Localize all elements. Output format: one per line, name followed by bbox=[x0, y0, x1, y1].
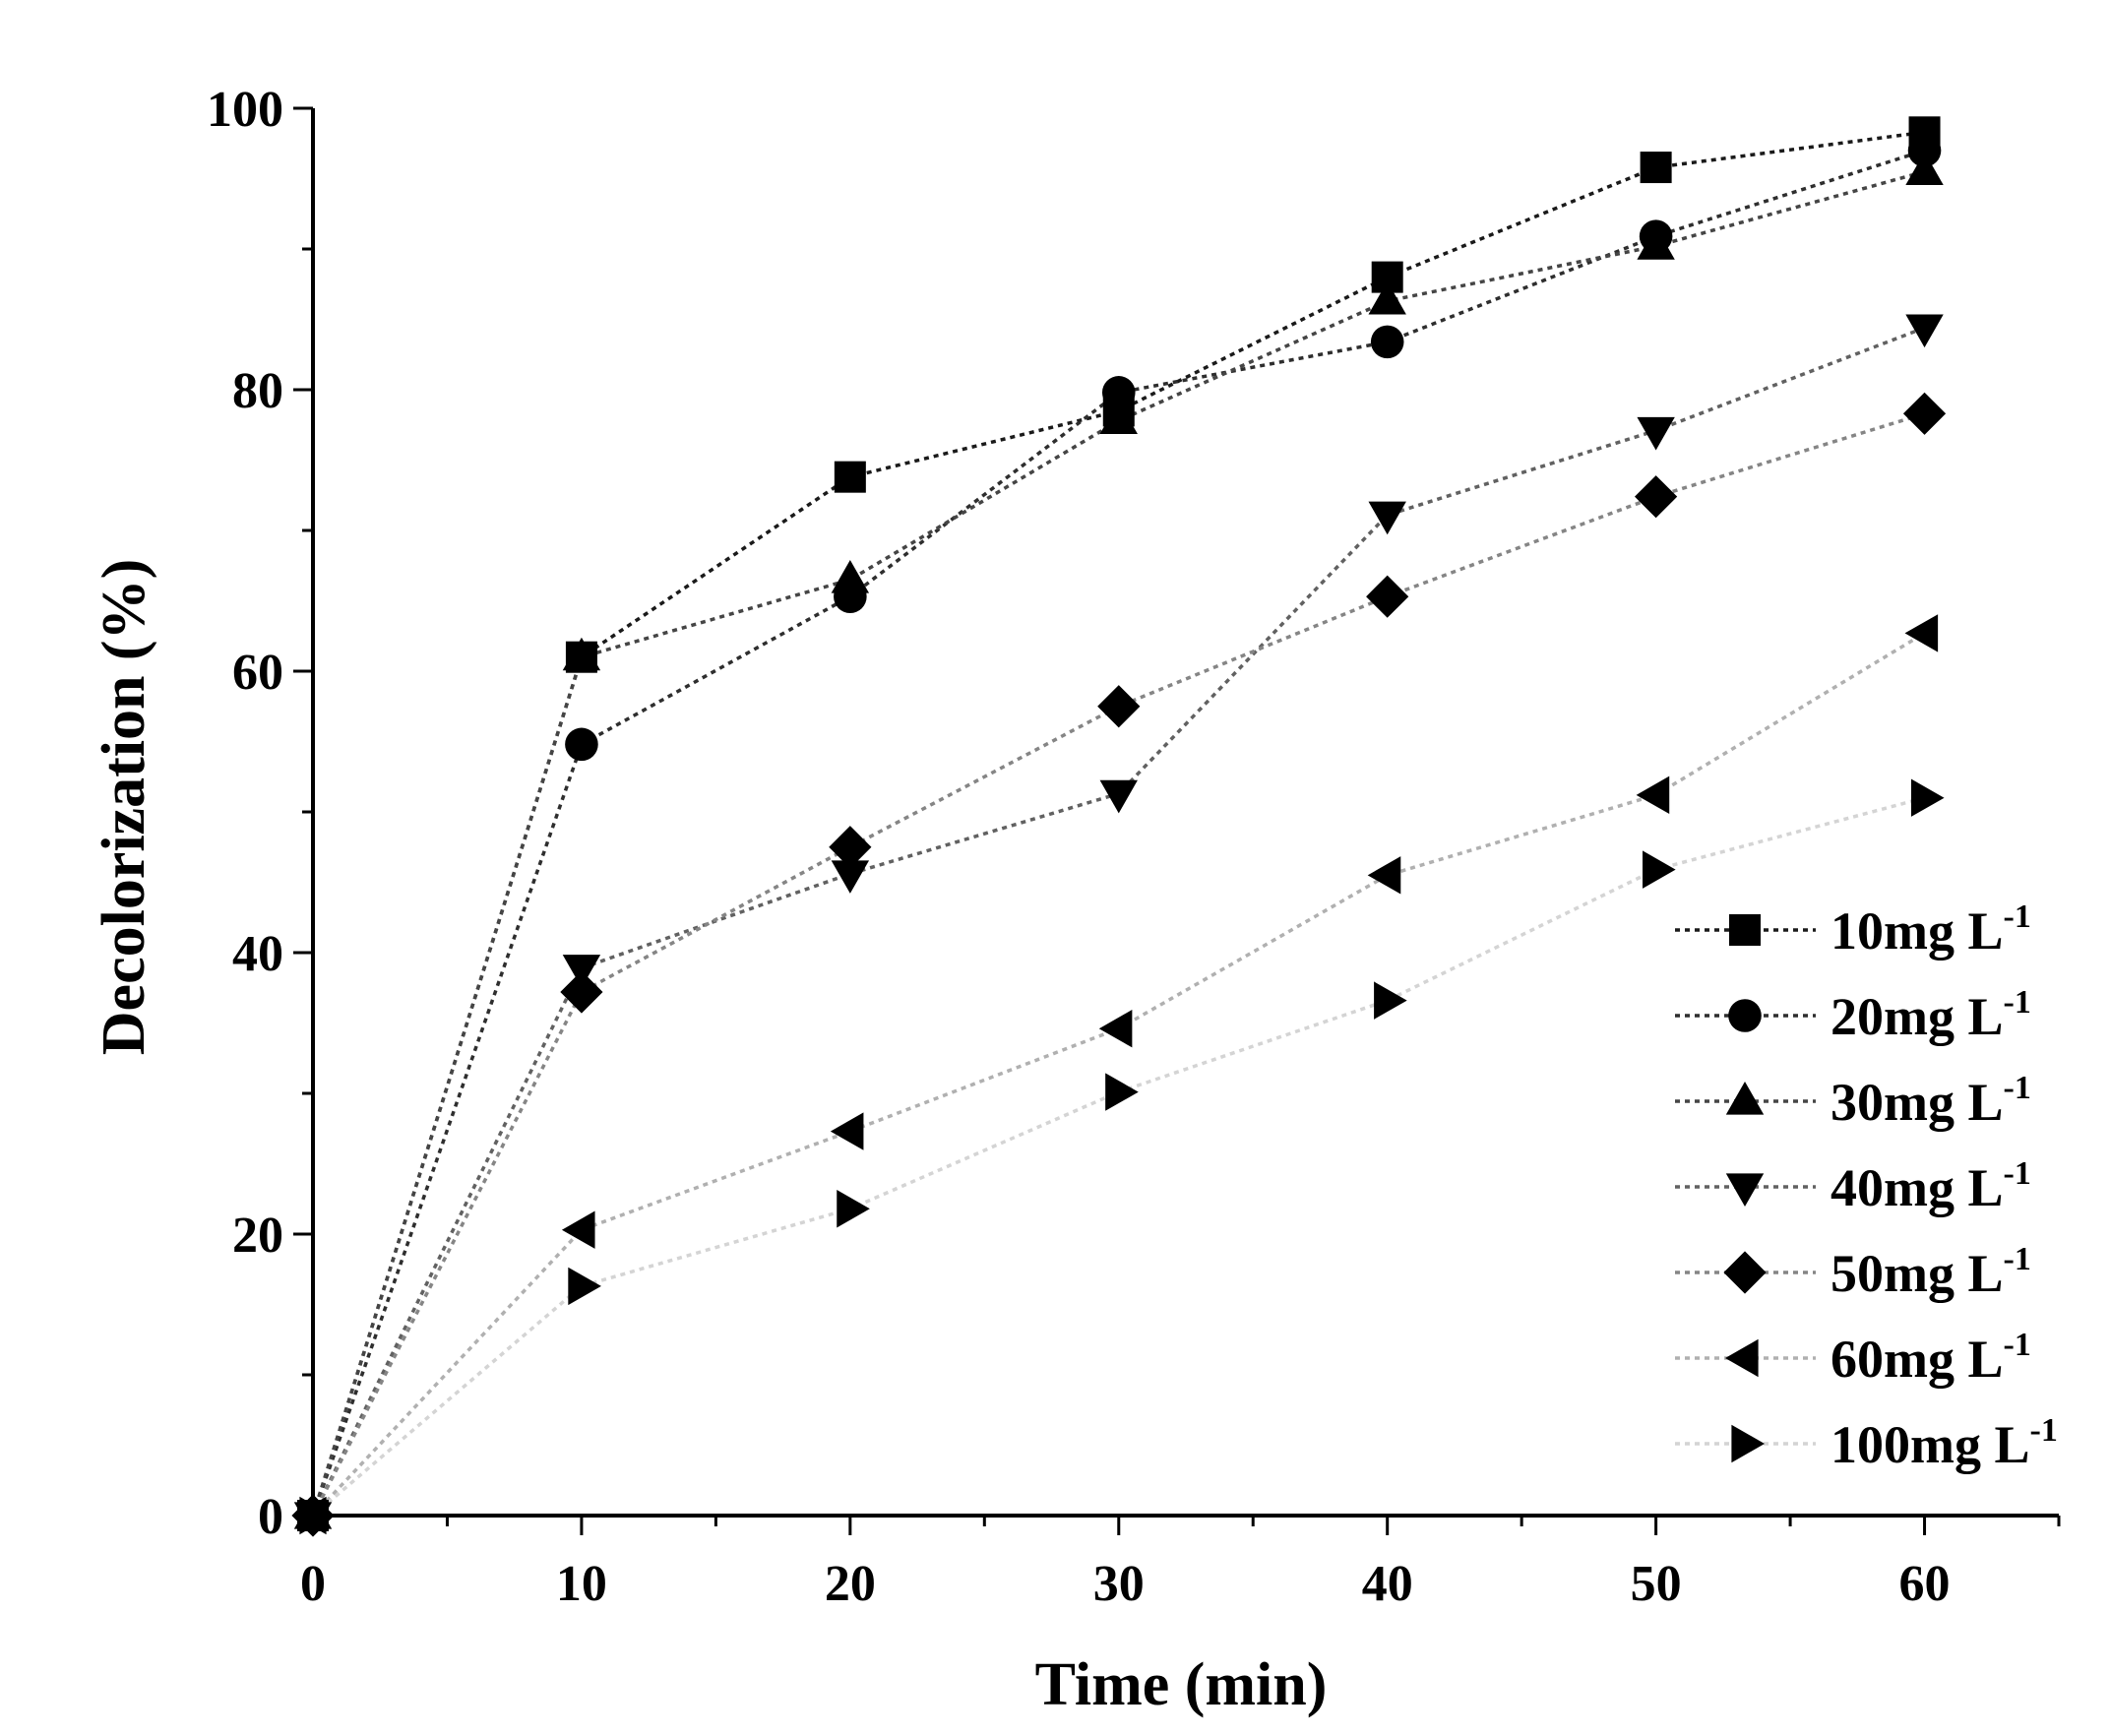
data-point bbox=[1374, 981, 1407, 1020]
data-point bbox=[1367, 856, 1401, 895]
series-line bbox=[311, 631, 1926, 1518]
legend-label-main: 50mg L bbox=[1831, 1244, 2004, 1303]
data-point bbox=[1910, 778, 1945, 817]
legend-marker bbox=[1729, 914, 1761, 946]
y-tick-label: 40 bbox=[232, 926, 283, 982]
data-point bbox=[299, 1496, 333, 1535]
legend-label-main: 30mg L bbox=[1831, 1073, 2004, 1132]
data-point bbox=[1105, 1073, 1139, 1111]
y-tick-label: 0 bbox=[258, 1489, 283, 1545]
data-point bbox=[830, 1112, 864, 1150]
data-point bbox=[562, 637, 601, 671]
legend-label-superscript: -1 bbox=[2004, 1070, 2031, 1106]
legend-label: 30mg L-1 bbox=[1831, 1070, 2031, 1132]
legend-label-main: 20mg L bbox=[1831, 987, 2004, 1046]
y-tick-label: 80 bbox=[232, 363, 283, 419]
data-point bbox=[1640, 152, 1672, 184]
data-point bbox=[568, 1267, 601, 1306]
legend-item: 40mg L-1 bbox=[1675, 1155, 2031, 1217]
data-point bbox=[1368, 280, 1406, 315]
y-tick-label: 100 bbox=[207, 82, 283, 138]
data-point bbox=[560, 970, 603, 1014]
y-tick-label: 60 bbox=[232, 645, 283, 701]
x-tick-label: 10 bbox=[556, 1556, 607, 1612]
data-point bbox=[1637, 226, 1675, 260]
data-point bbox=[1907, 134, 1942, 167]
data-point bbox=[1905, 314, 1944, 348]
legend-label-main: 10mg L bbox=[1831, 901, 2004, 961]
data-point bbox=[1098, 1010, 1133, 1048]
legend-label-superscript: -1 bbox=[2004, 1241, 2031, 1277]
data-point bbox=[561, 1210, 595, 1249]
series-line bbox=[311, 326, 1926, 1517]
legend-marker bbox=[1725, 1082, 1765, 1115]
legend-label: 60mg L-1 bbox=[1831, 1327, 2031, 1389]
data-point bbox=[1099, 779, 1138, 814]
legend-label-superscript: -1 bbox=[2004, 899, 2031, 935]
legend-label: 20mg L-1 bbox=[1831, 984, 2031, 1046]
legend-label: 40mg L-1 bbox=[1831, 1155, 2031, 1217]
legend-marker bbox=[1725, 1173, 1765, 1207]
data-point bbox=[834, 461, 866, 493]
legend-label-main: 100mg L bbox=[1831, 1415, 2030, 1474]
data-point bbox=[829, 826, 872, 869]
legend-marker bbox=[1731, 1424, 1765, 1463]
series-line bbox=[311, 411, 1926, 1517]
legend-item: 10mg L-1 bbox=[1675, 899, 2031, 961]
legend-marker bbox=[1728, 999, 1762, 1032]
data-point bbox=[1635, 475, 1678, 519]
x-tick-label: 0 bbox=[300, 1556, 326, 1612]
legend-marker bbox=[1723, 1251, 1767, 1294]
legend-label-superscript: -1 bbox=[2030, 1412, 2058, 1449]
data-point bbox=[1099, 401, 1138, 435]
data-point bbox=[831, 560, 870, 593]
y-tick-label: 20 bbox=[232, 1208, 283, 1264]
legend-item: 100mg L-1 bbox=[1675, 1412, 2058, 1474]
data-point bbox=[1370, 325, 1404, 359]
legend-marker bbox=[1725, 1338, 1759, 1378]
x-axis-title: Time (min) bbox=[1035, 1651, 1328, 1718]
series-line bbox=[311, 796, 1925, 1518]
data-point bbox=[1097, 685, 1141, 728]
data-point bbox=[1101, 376, 1136, 409]
legend-label-main: 60mg L bbox=[1831, 1330, 2004, 1389]
series-lines bbox=[311, 130, 1926, 1518]
legend-item: 30mg L-1 bbox=[1675, 1070, 2031, 1132]
data-point bbox=[1366, 575, 1409, 618]
data-point bbox=[837, 1190, 870, 1228]
legend-label-superscript: -1 bbox=[2004, 984, 2031, 1021]
x-tick-label: 60 bbox=[1899, 1556, 1951, 1612]
data-point bbox=[565, 727, 598, 762]
axes: 0 10 20 30 40 50 60 0 20 40 60 80 100 bbox=[207, 82, 2061, 1612]
data-point bbox=[1902, 392, 1947, 435]
x-tick-label: 20 bbox=[825, 1556, 876, 1612]
legend-label-superscript: -1 bbox=[2004, 1327, 2031, 1363]
legend-item: 60mg L-1 bbox=[1675, 1327, 2031, 1389]
data-point bbox=[1643, 850, 1676, 889]
x-tick-label: 50 bbox=[1631, 1556, 1682, 1612]
legend-label: 100mg L-1 bbox=[1831, 1412, 2058, 1474]
data-point bbox=[1904, 614, 1939, 652]
legend-label-superscript: -1 bbox=[2004, 1155, 2031, 1192]
data-point bbox=[1905, 152, 1944, 185]
x-tick-label: 40 bbox=[1362, 1556, 1413, 1612]
y-axis-title: Decolorization (%) bbox=[91, 559, 157, 1055]
legend-item: 50mg L-1 bbox=[1675, 1241, 2031, 1303]
legend-label: 10mg L-1 bbox=[1831, 899, 2031, 961]
legend-label-main: 40mg L bbox=[1831, 1158, 2004, 1217]
data-point bbox=[831, 860, 870, 894]
legend-item: 20mg L-1 bbox=[1675, 984, 2031, 1046]
series-line bbox=[311, 169, 1925, 1517]
legend-label: 50mg L-1 bbox=[1831, 1241, 2031, 1303]
data-point bbox=[1636, 775, 1670, 815]
data-point bbox=[1637, 416, 1675, 451]
data-point bbox=[1368, 501, 1406, 535]
x-tick-label: 30 bbox=[1093, 1556, 1145, 1612]
series-markers bbox=[291, 116, 1947, 1537]
